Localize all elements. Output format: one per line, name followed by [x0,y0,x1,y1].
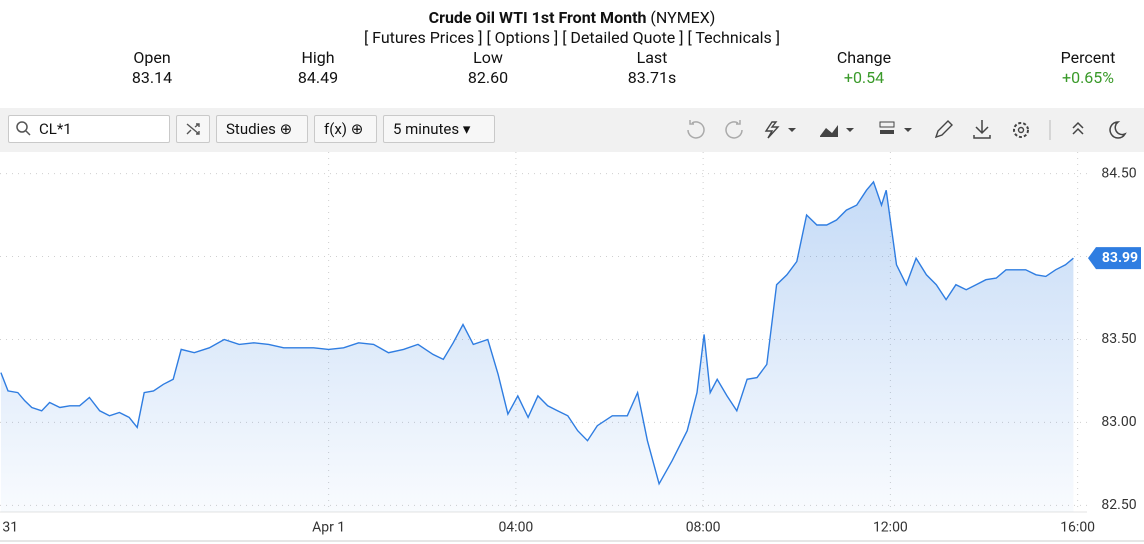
quote-value: 83.71s [627,68,677,87]
compare-button[interactable] [176,115,210,143]
area-fill [0,181,1074,512]
price-line [0,180,1074,486]
quote-value: 82.60 [467,68,509,87]
x-tick-label: 16:00 [1060,520,1095,536]
interval: 5 minutes [393,120,460,138]
x-tick-label: Mar 31 [0,520,18,536]
x-tick-label: 04:00 [498,520,533,536]
quote-label: Last [636,48,668,67]
download-icon[interactable] [973,120,991,139]
interval-button[interactable]: 5 minutes ▾ [383,115,495,143]
studies-button[interactable]: Studies ⊕ [216,115,308,143]
collapse-icon[interactable] [1072,121,1084,135]
draw-icon[interactable] [934,120,953,139]
exchange: (NYMEX) [650,8,716,27]
dropdown[interactable] [846,128,854,132]
dropdown[interactable] [904,128,912,132]
toolbar: CL*1 Studies ⊕ f(x) ⊕ 5 minutes ▾ [0,108,1144,152]
settings-icon[interactable] [1013,122,1029,138]
link[interactable]: [ Futures Prices ] [363,28,483,47]
link[interactable]: [ Technicals ] [687,28,781,47]
quote-value: +0.54 [843,68,885,87]
quote-value: +0.65% [1062,68,1114,87]
search-icon [16,121,31,136]
link[interactable]: [ Detailed Quote ] [562,28,684,47]
quote-value: 83.14 [131,68,173,87]
symbol-input[interactable]: CL*1 [8,115,170,143]
redo-icon[interactable] [725,120,743,139]
toolbar-icons [687,120,1127,140]
chart-type-icon[interactable] [820,125,838,137]
theme-icon[interactable] [1109,121,1127,139]
last-price-label: 83.99 [1102,250,1138,266]
last-price-badge [1088,247,1141,270]
x-tick-label: 12:00 [873,520,908,536]
quote-label: Percent [1060,48,1116,67]
quote-label: Change [836,48,892,67]
y-tick-label: 83.00 [1101,414,1136,430]
studies: Studies [226,120,276,138]
y-tick-label: 82.50 [1101,497,1136,513]
instrument-title: Crude Oil WTI 1st Front Month [428,8,647,27]
title-line: Crude Oil WTI 1st Front Month (NYMEX) [0,8,1144,27]
shuffle-icon [186,123,200,135]
x-tick-label: Apr 1 [312,520,345,536]
y-tick-label: 83.50 [1101,331,1136,347]
events-icon[interactable] [764,121,780,139]
layout-icon[interactable] [879,121,895,128]
quote-label: Open [133,48,171,67]
x-tick-label: 08:00 [686,520,721,536]
links: [ Futures Prices ][ Options ][ Detailed … [0,28,1144,47]
undo-icon[interactable] [687,120,705,139]
link[interactable]: [ Options ] [486,28,559,47]
fx-button[interactable]: f(x) ⊕ [314,115,377,143]
y-tick-label: 84.50 [1101,165,1136,181]
symbol: CL*1 [39,120,72,138]
quote-value: 84.49 [297,68,339,87]
quote-label: Low [473,48,503,67]
quote-label: High [301,48,335,67]
fx: f(x) [324,120,348,138]
chart: 82.50 83.00 83.50 84.50 Mar 31 Apr 1 04:00 08:0… [0,152,1144,542]
dropdown[interactable] [788,128,796,132]
